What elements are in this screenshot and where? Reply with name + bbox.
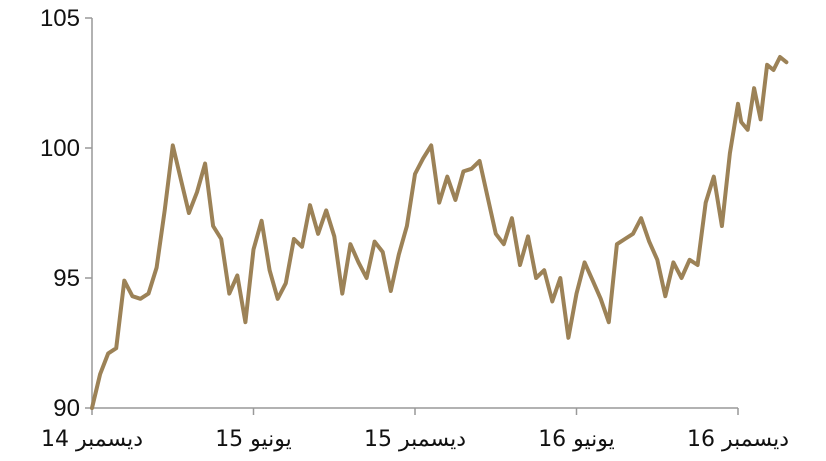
x-axis-ticks: ديسمبر 14 يونيو 15 ديسمبر 15 يونيو 16 ديسمبر…: [41, 408, 789, 452]
y-tick-label: 100: [40, 135, 80, 162]
x-tick-label: يونيو 16: [538, 427, 615, 452]
x-tick-label: ديسمبر 15: [364, 427, 466, 452]
y-axis-ticks: 90 95 100 105: [40, 5, 92, 422]
y-tick-label: 105: [40, 5, 80, 32]
x-tick-label: ديسمبر 16: [687, 427, 789, 452]
series-line: [90, 55, 789, 410]
x-tick-label: يونيو 15: [215, 427, 292, 452]
y-tick-label: 90: [53, 395, 80, 422]
y-tick-label: 95: [53, 265, 80, 292]
x-tick-label: ديسمبر 14: [41, 427, 143, 452]
